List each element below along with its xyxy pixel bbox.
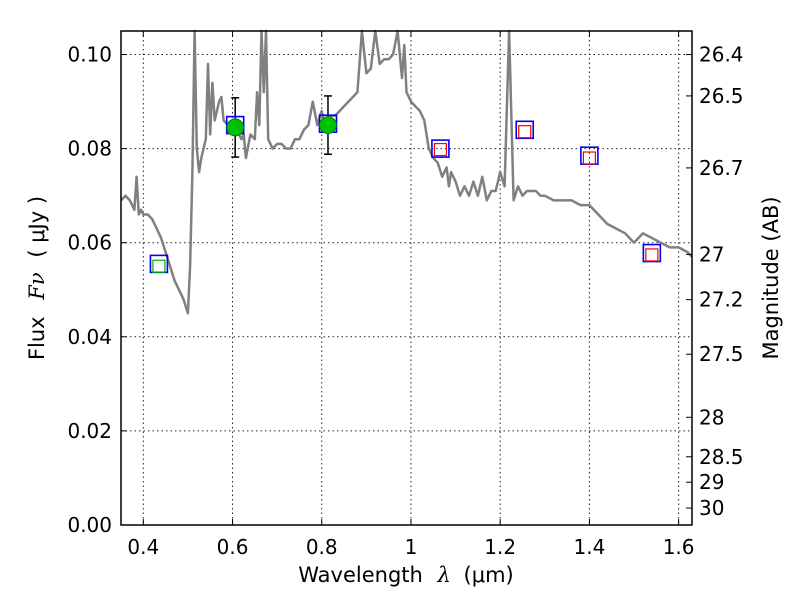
mag-tick-label: 28.5: [699, 445, 744, 469]
x-axis-unit: (μm): [464, 563, 514, 587]
x-tick-label: 1: [405, 535, 418, 559]
mag-tick-label: 28: [699, 405, 724, 429]
x-axis-label: Wavelength: [298, 563, 423, 587]
x-tick-label: 0.8: [306, 535, 338, 559]
points-layer: [149, 95, 662, 274]
plot-frame: [120, 30, 693, 526]
x-axis-symbol: λ: [437, 563, 451, 587]
inner-square: [582, 151, 596, 165]
mag-tick-label: 29: [699, 470, 724, 494]
x-tick-label: 1.6: [663, 535, 695, 559]
mag-tick-label: 26.5: [699, 84, 744, 108]
mag-tick-label: 27.2: [699, 288, 744, 312]
ticks-layer: 0.4 0.6 0.8 1 1.2 1.4 1.6 0.00 0.02 0.04 0.06 0.08 0…: [67, 31, 744, 559]
spectrum-layer: [120, 29, 693, 315]
spectrum-line: [120, 29, 693, 315]
y-tick-label: 0.08: [67, 137, 112, 161]
inner-square: [152, 259, 166, 273]
y-axis-symbol: Fν: [25, 272, 49, 301]
model-photometry-square: [642, 243, 662, 263]
observed-point: [319, 116, 337, 134]
x-tick-label: 0.4: [127, 535, 159, 559]
mag-tick-label: 27: [699, 242, 724, 266]
mag-tick-label: 26.4: [699, 43, 744, 67]
model-photometry-square: [515, 120, 535, 140]
y-tick-label: 0.04: [67, 325, 112, 349]
mag-tick-label: 27.5: [699, 342, 744, 366]
y-tick-label: 0.10: [67, 43, 112, 67]
y-tick-label: 0.02: [67, 419, 112, 443]
x-tick-label: 1.2: [484, 535, 516, 559]
x-tick-label: 0.6: [217, 535, 249, 559]
model-photometry-square: [431, 139, 450, 158]
x-axis-title: Wavelength λ (μm): [298, 563, 513, 587]
observed-point: [226, 118, 245, 137]
inner-square: [645, 248, 659, 262]
y-tick-label: 0.06: [67, 231, 112, 255]
inner-square: [518, 125, 532, 139]
y2-axis-title: Magnitude (AB): [759, 196, 783, 359]
y-tick-label: 0.00: [67, 513, 112, 537]
mag-tick-label: 30: [699, 496, 724, 520]
y-axis-label: Flux: [25, 316, 49, 360]
mag-tick-label: 26.7: [699, 156, 744, 180]
x-tick-label: 1.4: [573, 535, 605, 559]
inner-square: [433, 142, 448, 157]
y-axis-title: Flux Fν ( μJy ): [25, 196, 49, 360]
y-axis-unit: ( μJy ): [25, 196, 49, 258]
